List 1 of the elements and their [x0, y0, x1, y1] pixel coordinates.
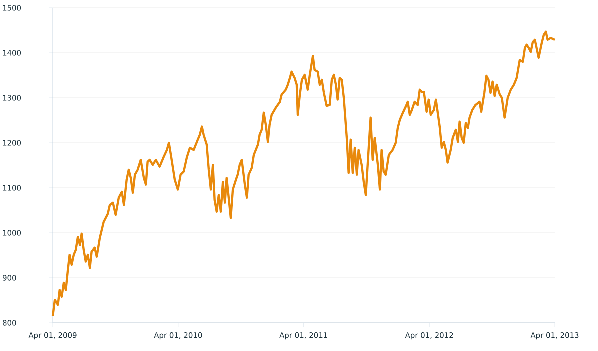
line-series: [52, 30, 556, 318]
